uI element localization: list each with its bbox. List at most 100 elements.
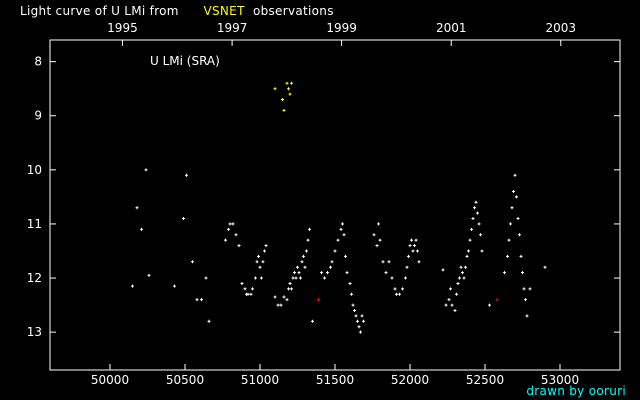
data-point [243,287,247,291]
data-point [393,287,397,291]
data-point [449,287,452,291]
data-point [288,92,292,96]
data-point [317,298,320,302]
data-point [185,173,188,177]
title-prefix: Light curve of U LMi from [20,4,179,18]
data-point [411,249,415,253]
data-point [333,249,337,253]
data-point [287,287,290,291]
data-point [401,287,404,291]
plot-frame [49,39,621,371]
data-point [351,303,355,307]
data-point [224,238,227,242]
year-label: 1995 [107,21,138,35]
data-point [290,81,293,85]
data-point [476,211,479,215]
data-point [354,314,358,318]
data-point [182,217,185,221]
data-point [350,292,353,296]
data-point [228,222,232,226]
data-point [336,238,340,242]
data-point [519,254,523,258]
x-tick-label: 53000 [541,373,579,387]
data-point [416,249,419,253]
y-tick-label: 11 [27,217,42,231]
data-point [516,217,520,221]
data-point [204,276,208,280]
data-point [303,265,307,269]
data-point [302,254,305,258]
data-point [506,254,509,258]
y-tick-label: 12 [27,271,42,285]
data-point [395,292,398,296]
data-point [360,314,364,318]
data-point [408,244,412,248]
data-point [528,287,532,291]
data-point [522,287,526,291]
data-point [488,303,491,307]
data-point [305,249,308,253]
data-point [479,233,482,237]
data-point [518,233,521,237]
data-point [249,292,253,296]
data-point [372,233,376,237]
data-point [398,292,401,296]
data-point [341,222,344,226]
data-point [525,314,529,318]
data-point [297,271,301,275]
data-point [299,276,302,280]
data-point [357,325,361,329]
data-point [515,195,518,199]
data-point [131,284,134,288]
data-point [306,238,310,242]
data-point [414,238,418,242]
data-point [290,287,293,291]
data-point [281,98,284,102]
data-point [387,260,391,264]
year-label: 1997 [217,21,248,35]
data-point [450,303,454,307]
x-tick-label: 51500 [316,373,354,387]
data-point [294,276,298,280]
data-point [240,281,244,285]
data-point [459,265,463,269]
data-point [234,233,238,237]
x-tick-label: 50000 [91,373,129,387]
data-point [417,260,421,264]
x-tick-label: 50500 [166,373,204,387]
data-point [263,249,266,253]
data-point [353,308,356,312]
data-point [279,303,283,307]
x-axis: 50000 50500 51000 51500 52000 52500 53000 [91,364,579,387]
data-point [237,244,241,248]
data-point [456,281,460,285]
data-point [444,303,448,307]
data-point [200,298,203,302]
data-point [293,271,296,275]
data-point [140,227,143,231]
data-point [323,276,326,280]
data-point [320,271,323,275]
data-point [447,298,451,302]
data-point [509,222,512,226]
data-point [407,254,410,258]
data-point [288,281,292,285]
data-point [521,271,524,275]
data-point [231,222,235,226]
data-point [470,227,473,231]
data-point [375,244,379,248]
data-point [474,200,478,204]
data-point [381,260,385,264]
data-point [173,284,176,288]
data-point [330,260,334,264]
data-point [390,276,394,280]
data-point [255,260,259,264]
x-tick-label: 51000 [241,373,279,387]
data-point [513,173,517,177]
data-point [264,244,268,248]
y-tick-label: 13 [27,325,42,339]
data-point [207,319,211,323]
data-point [195,298,199,302]
data-point [329,265,332,269]
year-label: 2003 [545,21,576,35]
